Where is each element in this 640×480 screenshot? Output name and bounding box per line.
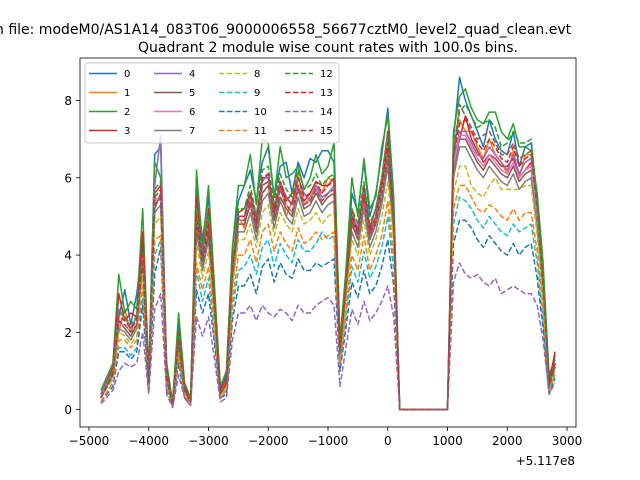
x-axis-offset-label: +5.117e8 bbox=[516, 454, 575, 468]
legend-label-3: 3 bbox=[124, 126, 130, 137]
legend-label-12: 12 bbox=[320, 69, 333, 80]
legend-label-8: 8 bbox=[254, 69, 260, 80]
legend-label-7: 7 bbox=[189, 126, 195, 137]
legend-label-0: 0 bbox=[124, 69, 130, 80]
y-tick-label: 2 bbox=[64, 326, 72, 340]
y-tick-label: 8 bbox=[64, 94, 72, 108]
series-lines bbox=[100, 76, 556, 411]
series-line-15 bbox=[100, 103, 556, 411]
x-tick-label: 0 bbox=[384, 434, 392, 448]
legend-label-13: 13 bbox=[320, 88, 333, 99]
legend-label-9: 9 bbox=[254, 88, 260, 99]
figure-suptitle: n file: modeM0/AS1A14_083T06_9000006558_… bbox=[0, 22, 572, 38]
x-tick-label: −1000 bbox=[308, 434, 349, 448]
x-tick-label: 2000 bbox=[492, 434, 523, 448]
y-tick-label: 6 bbox=[64, 171, 72, 185]
chart-title: Quadrant 2 module wise count rates with … bbox=[138, 40, 518, 56]
y-tick-label: 0 bbox=[64, 403, 72, 417]
legend-label-6: 6 bbox=[189, 107, 195, 118]
legend-label-15: 15 bbox=[320, 126, 333, 137]
x-tick-label: −2000 bbox=[248, 434, 289, 448]
series-line-13 bbox=[100, 119, 556, 411]
x-tick-label: −4000 bbox=[128, 434, 169, 448]
x-axis: −5000 −4000 −3000 −2000 −1000 0 1000 2000 3000 bbox=[69, 427, 583, 448]
x-tick-label: 1000 bbox=[432, 434, 463, 448]
y-tick-label: 4 bbox=[64, 249, 72, 263]
legend-box bbox=[84, 62, 340, 144]
legend-label-4: 4 bbox=[189, 69, 195, 80]
legend-label-11: 11 bbox=[254, 126, 267, 137]
x-tick-label: −5000 bbox=[69, 434, 110, 448]
series-line-10 bbox=[100, 219, 556, 411]
series-line-14 bbox=[100, 262, 556, 411]
legend-label-5: 5 bbox=[189, 88, 195, 99]
x-tick-label: −3000 bbox=[188, 434, 229, 448]
x-tick-label: 3000 bbox=[552, 434, 583, 448]
legend-label-2: 2 bbox=[124, 107, 130, 118]
legend-label-1: 1 bbox=[124, 88, 130, 99]
series-line-2 bbox=[100, 88, 556, 411]
y-axis: 0 2 4 6 8 bbox=[64, 94, 80, 417]
legend-label-10: 10 bbox=[254, 107, 267, 118]
legend-label-14: 14 bbox=[320, 107, 333, 118]
